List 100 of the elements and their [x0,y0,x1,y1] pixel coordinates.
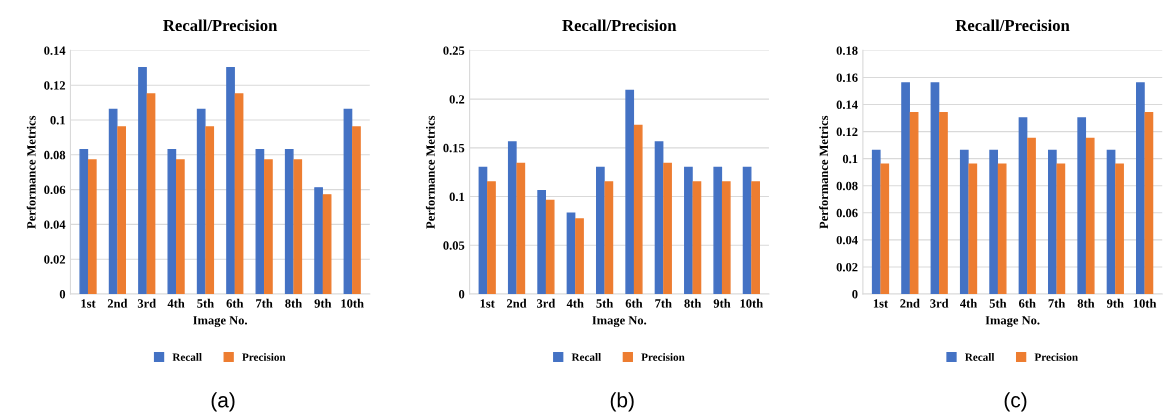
x-tick-label: 10th [341,298,364,308]
x-tick-label: 9th [314,298,332,308]
bar [1018,117,1028,294]
y-tick-label: 0.04 [836,235,858,245]
text: (c) [1004,392,1027,412]
bar [871,149,881,294]
y-axis-title: Performance Metrics [819,115,829,229]
x-tick-label: 2nd [507,298,527,308]
legend-label: Precision [641,353,685,361]
x-tick-label: 8th [684,298,702,308]
y-tick-label: 0.14 [44,46,66,55]
bar [1085,137,1095,294]
y-tick-label: 0.08 [836,181,858,191]
bar [196,108,206,294]
x-tick-label: 2nd [900,298,920,308]
bar [117,126,127,294]
bar [751,181,760,294]
x-tick-label: 2nd [107,298,128,308]
bar [138,67,147,294]
y-tick-label: 0 [59,290,66,299]
bar [1077,117,1087,294]
x-tick-label: 6th [625,298,643,308]
y-tick-label: 0.16 [836,73,858,82]
bar [989,149,999,294]
y-tick-label: 0 [458,290,465,299]
x-tick-label: 8th [1077,298,1095,308]
bar [175,159,185,294]
bar [1027,137,1036,294]
bar [566,212,576,294]
bar [79,148,89,294]
chart-title: Recall/Precision [955,19,1070,32]
bar [545,199,555,294]
text: (a) [211,392,235,412]
text: (b) [610,392,634,412]
bar [343,108,353,294]
x-tick-label: 10th [740,298,763,308]
x-tick-label: 7th [256,298,273,308]
x-axis-title: Image No. [193,316,247,328]
x-tick-label: 7th [655,298,672,308]
bar [713,166,723,294]
legend-label: Recall [571,353,601,361]
x-axis-title: Image No. [985,316,1040,328]
x-tick-label: 6th [226,298,244,308]
y-axis-title: Performance Metrics [425,115,435,229]
bar [654,141,664,294]
legend-label: Recall [172,353,202,361]
bar [633,124,643,294]
bar [487,181,496,294]
bar [742,166,752,294]
bar [930,82,940,294]
bar [1056,163,1066,294]
x-tick-label: 9th [713,298,731,308]
bar [1106,149,1116,294]
x-tick-label: 10th [1133,298,1157,308]
y-tick-label: 0 [852,290,858,299]
chart-title: Recall/Precision [163,19,278,32]
bar [167,148,177,294]
bar [146,93,156,294]
x-tick-label: 5th [596,298,614,308]
bar [575,218,584,294]
bar [293,159,303,294]
y-tick-label: 0.1 [50,116,65,125]
bar [478,166,488,294]
y-tick-label: 0.15 [443,143,465,153]
bar [939,111,948,294]
x-tick-label: 1st [81,299,96,308]
bar [516,162,526,294]
x-tick-label: 4th [960,298,978,308]
bar [1144,111,1154,294]
x-tick-label: 1st [873,299,889,308]
y-tick-label: 0.08 [44,150,66,160]
bar [537,190,547,294]
y-tick-label: 0.1 [842,154,858,164]
bar [625,89,635,294]
bar [322,194,332,294]
bar [255,148,265,294]
legend-label: Recall [965,353,995,361]
y-tick-label: 0.25 [443,46,465,55]
bar [205,126,215,294]
x-tick-label: 7th [1048,298,1066,308]
x-tick-label: 1st [480,299,495,308]
bar [663,162,672,294]
bar [1136,82,1145,294]
bar [1047,149,1057,294]
chart-title: Recall/Precision [562,19,677,32]
y-tick-label: 0.12 [836,127,858,137]
x-tick-label: 8th [285,298,302,308]
bar [595,166,605,294]
bar [997,163,1007,294]
y-tick-label: 0.06 [836,208,858,218]
bar [901,82,910,294]
x-tick-label: 5th [989,298,1007,308]
bar [108,108,118,294]
x-tick-label: 5th [197,298,214,308]
bar [352,126,361,294]
y-tick-label: 0.02 [44,255,66,264]
bar [264,159,273,294]
y-axis-title: Performance Metrics [26,115,36,229]
x-tick-label: 3rd [537,298,556,308]
x-tick-label: 6th [1019,298,1036,308]
